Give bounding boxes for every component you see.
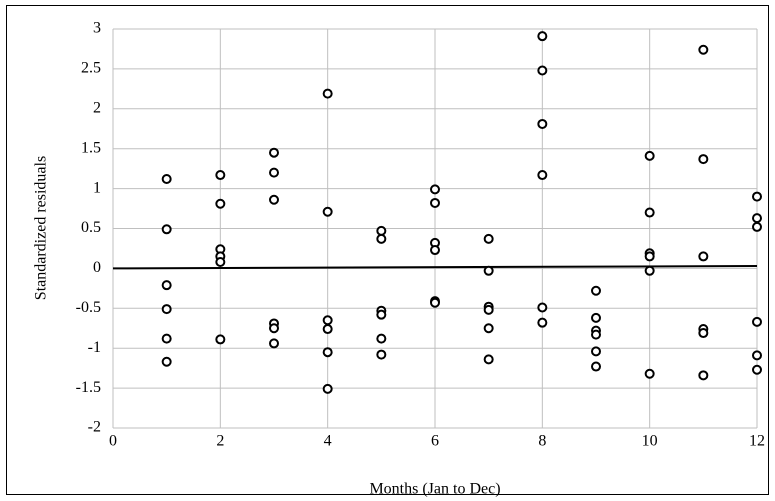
point xyxy=(698,328,709,339)
point xyxy=(269,147,279,158)
point xyxy=(322,315,333,326)
point xyxy=(537,302,548,313)
point xyxy=(752,213,762,224)
point xyxy=(269,167,279,178)
point xyxy=(269,194,279,205)
y-tick-label: 2 xyxy=(93,99,101,116)
point xyxy=(322,324,333,335)
point xyxy=(161,356,172,367)
point xyxy=(752,191,762,202)
point xyxy=(161,304,172,315)
point xyxy=(161,174,172,185)
point xyxy=(752,350,762,361)
point xyxy=(322,88,333,99)
point xyxy=(161,333,172,344)
y-axis-label: Standardized residuals xyxy=(33,156,50,300)
point xyxy=(376,333,387,344)
point xyxy=(591,361,601,372)
point xyxy=(752,316,762,327)
y-tick-label: 3 xyxy=(93,20,101,37)
x-axis-label: Months (Jan to Dec) xyxy=(369,481,500,498)
point xyxy=(698,370,709,381)
point xyxy=(698,154,709,165)
point xyxy=(483,265,494,276)
chart-border xyxy=(6,5,769,495)
point xyxy=(215,198,226,209)
point xyxy=(430,245,440,256)
x-tick-label: 12 xyxy=(749,433,765,450)
point xyxy=(537,65,548,76)
point xyxy=(752,221,762,232)
y-tick-label: -1 xyxy=(88,339,101,356)
point xyxy=(269,338,279,349)
point xyxy=(537,118,548,129)
point xyxy=(698,44,709,55)
point xyxy=(376,233,387,244)
x-tick-label: 0 xyxy=(109,433,117,450)
y-tick-label: -2 xyxy=(88,419,101,436)
point xyxy=(322,347,333,358)
point xyxy=(430,184,440,195)
y-tick-label: 1 xyxy=(93,179,101,196)
point xyxy=(483,233,494,244)
point xyxy=(752,364,762,375)
point xyxy=(430,197,440,208)
point xyxy=(644,368,655,379)
point xyxy=(376,349,387,360)
point xyxy=(269,323,279,334)
point xyxy=(161,224,172,235)
point xyxy=(591,285,601,296)
point xyxy=(537,317,548,328)
point xyxy=(644,265,655,276)
x-tick-label: 8 xyxy=(538,433,546,450)
point xyxy=(483,304,494,315)
point xyxy=(644,251,655,262)
y-tick-label: -0.5 xyxy=(76,299,101,316)
point xyxy=(537,31,548,42)
point xyxy=(537,170,548,181)
x-tick-label: 2 xyxy=(216,433,224,450)
point xyxy=(161,280,172,291)
y-tick-label: 0.5 xyxy=(81,219,101,236)
y-tick-label: -1.5 xyxy=(76,379,101,396)
point xyxy=(430,297,440,308)
point xyxy=(483,354,494,365)
point xyxy=(591,329,601,340)
point xyxy=(322,383,333,394)
x-tick-label: 6 xyxy=(431,433,439,450)
point xyxy=(376,309,387,320)
y-tick-label: 0 xyxy=(93,259,101,276)
y-tick-label: 1.5 xyxy=(81,139,101,156)
point xyxy=(215,170,226,181)
point xyxy=(644,207,655,218)
point xyxy=(376,225,387,236)
point xyxy=(591,312,601,323)
point xyxy=(322,206,333,217)
point xyxy=(215,257,226,268)
point xyxy=(591,346,601,357)
point xyxy=(215,334,226,345)
y-tick-label: 2.5 xyxy=(81,60,101,77)
x-tick-label: 4 xyxy=(324,433,332,450)
point xyxy=(483,323,494,334)
point xyxy=(644,150,655,161)
point xyxy=(698,251,709,262)
x-tick-label: 10 xyxy=(642,433,658,450)
